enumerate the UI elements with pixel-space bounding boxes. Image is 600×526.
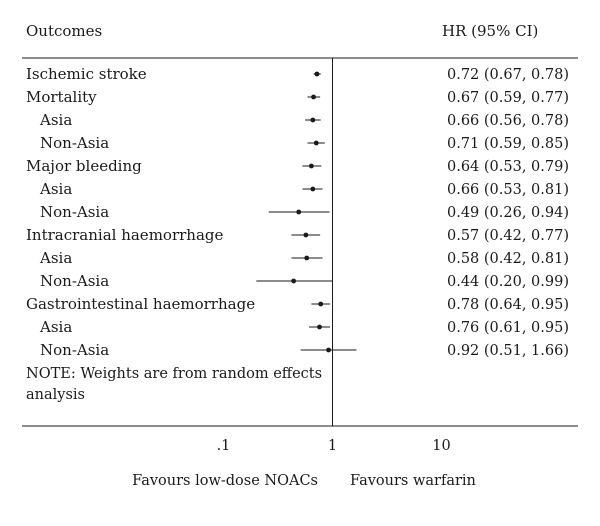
note-line-2: analysis bbox=[26, 387, 85, 403]
x-tick-label: 10 bbox=[432, 438, 450, 454]
row-label: Asia bbox=[39, 111, 72, 129]
hr-ci-header: HR (95% CI) bbox=[442, 22, 538, 40]
hr-point bbox=[310, 117, 316, 123]
hr-value: 0.44 (0.20, 0.99) bbox=[447, 274, 569, 290]
hr-point bbox=[304, 255, 310, 261]
row-label: Non-Asia bbox=[40, 134, 109, 152]
hr-point bbox=[296, 209, 302, 215]
hr-value: 0.78 (0.64, 0.95) bbox=[447, 297, 569, 313]
row-label: Asia bbox=[39, 318, 72, 336]
hr-value: 0.71 (0.59, 0.85) bbox=[447, 136, 569, 152]
hr-point bbox=[310, 186, 316, 192]
outcomes-header: Outcomes bbox=[26, 22, 102, 40]
hr-point bbox=[308, 163, 314, 169]
hr-value: 0.66 (0.53, 0.81) bbox=[447, 182, 569, 198]
hr-point bbox=[318, 301, 324, 307]
hr-value: 0.57 (0.42, 0.77) bbox=[447, 228, 569, 244]
row-label: Gastrointestinal haemorrhage bbox=[26, 295, 255, 313]
x-ticks-group: .1 1 10 bbox=[217, 438, 451, 454]
row-label: Ischemic stroke bbox=[26, 65, 147, 83]
row-label: Non-Asia bbox=[40, 203, 109, 221]
favours-left-label: Favours low-dose NOACs bbox=[132, 473, 318, 489]
note-line-1: NOTE: Weights are from random effects bbox=[26, 366, 322, 382]
hr-value: 0.64 (0.53, 0.79) bbox=[447, 159, 569, 175]
hr-point bbox=[311, 94, 316, 100]
x-tick-label: 1 bbox=[328, 438, 337, 454]
hr-value: 0.49 (0.26, 0.94) bbox=[447, 205, 569, 221]
hr-point bbox=[313, 140, 319, 146]
row-label: Asia bbox=[39, 180, 72, 198]
row-label: Mortality bbox=[26, 88, 97, 106]
favours-right-label: Favours warfarin bbox=[350, 473, 476, 489]
hr-point bbox=[314, 71, 320, 77]
hr-point bbox=[291, 278, 297, 284]
hr-value: 0.72 (0.67, 0.78) bbox=[447, 67, 569, 83]
hr-value: 0.76 (0.61, 0.95) bbox=[447, 320, 569, 336]
hr-value: 0.67 (0.59, 0.77) bbox=[447, 90, 569, 106]
row-label: Major bleeding bbox=[26, 157, 142, 175]
rows-group: Ischemic stroke 0.72 (0.67, 0.78) Mortalit… bbox=[26, 65, 569, 359]
hr-point bbox=[303, 232, 309, 238]
row-label: Non-Asia bbox=[40, 341, 109, 359]
x-tick-label: .1 bbox=[217, 438, 231, 454]
hr-value: 0.58 (0.42, 0.81) bbox=[447, 251, 569, 267]
hr-point bbox=[317, 324, 322, 330]
row-label: Non-Asia bbox=[40, 272, 109, 290]
hr-point bbox=[326, 347, 331, 353]
row-label: Asia bbox=[39, 249, 72, 267]
hr-value: 0.66 (0.56, 0.78) bbox=[447, 113, 569, 129]
hr-value: 0.92 (0.51, 1.66) bbox=[447, 343, 569, 359]
row-label: Intracranial haemorrhage bbox=[26, 226, 223, 244]
